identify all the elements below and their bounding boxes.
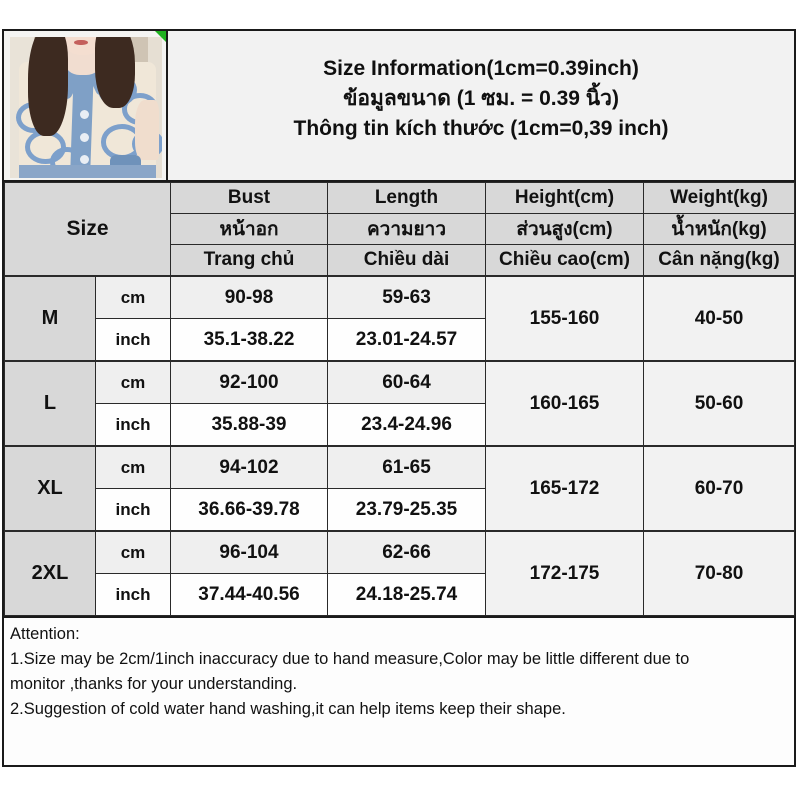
- green-corner-marker: [155, 31, 166, 42]
- header-weight-vi: Cân nặng(kg): [643, 244, 795, 277]
- row-bust-cm: 90-98: [170, 275, 328, 319]
- row-size-label: XL: [4, 445, 96, 532]
- table-row: inch 37.44-40.56 24.18-25.74: [5, 573, 795, 616]
- row-length-cm: 60-64: [327, 360, 486, 404]
- size-chart-card: Size Information(1cm=0.39inch) ข้อมูลขนา…: [2, 29, 796, 767]
- row-length-cm: 61-65: [327, 445, 486, 489]
- row-size-label: M: [4, 275, 96, 362]
- header-length-en: Length: [327, 182, 486, 214]
- header-bust-en: Bust: [170, 182, 328, 214]
- note-heading: Attention:: [10, 625, 80, 643]
- row-bust-cm: 92-100: [170, 360, 328, 404]
- table-header-row-th: หน้าอก ความยาว ส่วนสูง(cm) น้ำหนัก(kg): [5, 213, 795, 245]
- table-row: XL cm 94-102 61-65 165-172 60-70: [4, 445, 795, 532]
- row-bust-inch: 36.66-39.78: [170, 488, 328, 532]
- row-unit-cm: cm: [95, 445, 171, 489]
- row-length-cm: 62-66: [327, 530, 486, 574]
- row-length-inch: 23.79-25.35: [327, 488, 486, 532]
- size-table: Size Bust Length Height(cm) Weight(kg) ห…: [4, 182, 795, 616]
- table-row: L cm 92-100 60-64 160-165 50-60: [4, 360, 795, 447]
- table-header-row-en: Size Bust Length Height(cm) Weight(kg): [4, 182, 795, 277]
- table-row: M cm 90-98 59-63 155-160 40-50: [4, 275, 795, 362]
- row-unit-inch: inch: [95, 403, 171, 447]
- row-length-inch: 24.18-25.74: [327, 573, 486, 616]
- header-weight-th: น้ำหนัก(kg): [643, 213, 795, 245]
- row-bust-cm: 94-102: [170, 445, 328, 489]
- row-length-inch: 23.4-24.96: [327, 403, 486, 447]
- row-unit-cm: cm: [95, 275, 171, 319]
- row-weight: 70-80: [643, 530, 795, 616]
- table-row: 2XL cm 96-104 62-66 172-175 70-80: [4, 530, 795, 616]
- title-block: Size Information(1cm=0.39inch) ข้อมูลขนา…: [168, 31, 794, 180]
- table-row: inch 36.66-39.78 23.79-25.35: [5, 488, 795, 532]
- table-row: inch 35.1-38.22 23.01-24.57: [5, 318, 795, 362]
- row-bust-inch: 35.88-39: [170, 403, 328, 447]
- header-band: Size Information(1cm=0.39inch) ข้อมูลขนา…: [4, 31, 794, 182]
- row-length-inch: 23.01-24.57: [327, 318, 486, 362]
- row-bust-inch: 35.1-38.22: [170, 318, 328, 362]
- header-bust-vi: Trang chủ: [170, 244, 328, 277]
- note-line-1: 1.Size may be 2cm/1inch inaccuracy due t…: [10, 650, 690, 668]
- row-weight: 40-50: [643, 275, 795, 362]
- header-weight-en: Weight(kg): [643, 182, 795, 214]
- note-line-3: 2.Suggestion of cold water hand washing,…: [10, 700, 566, 718]
- title-thai: ข้อมูลขนาด (1 ซม. = 0.39 นิ้ว): [343, 86, 619, 110]
- row-bust-inch: 37.44-40.56: [170, 573, 328, 616]
- header-length-vi: Chiều dài: [327, 244, 486, 277]
- row-size-label: L: [4, 360, 96, 447]
- product-image-cell[interactable]: [4, 31, 168, 180]
- table-header-row-vi: Trang chủ Chiều dài Chiều cao(cm) Cân nặ…: [5, 244, 795, 277]
- row-unit-cm: cm: [95, 360, 171, 404]
- row-unit-inch: inch: [95, 488, 171, 532]
- header-bust-th: หน้าอก: [170, 213, 328, 245]
- row-unit-inch: inch: [95, 318, 171, 362]
- header-height-th: ส่วนสูง(cm): [485, 213, 644, 245]
- row-height: 172-175: [485, 530, 644, 616]
- title-vietnamese: Thông tin kích thước (1cm=0,39 inch): [293, 116, 669, 140]
- row-height: 155-160: [485, 275, 644, 362]
- title-english: Size Information(1cm=0.39inch): [323, 56, 639, 80]
- row-weight: 50-60: [643, 360, 795, 447]
- table-row: inch 35.88-39 23.4-24.96: [5, 403, 795, 447]
- header-height-en: Height(cm): [485, 182, 644, 214]
- row-bust-cm: 96-104: [170, 530, 328, 574]
- row-unit-inch: inch: [95, 573, 171, 616]
- header-size: Size: [4, 182, 171, 277]
- row-length-cm: 59-63: [327, 275, 486, 319]
- attention-note: Attention: 1.Size may be 2cm/1inch inacc…: [4, 616, 794, 765]
- row-height: 165-172: [485, 445, 644, 532]
- product-photo: [10, 37, 162, 178]
- header-height-vi: Chiều cao(cm): [485, 244, 644, 277]
- row-weight: 60-70: [643, 445, 795, 532]
- header-length-th: ความยาว: [327, 213, 486, 245]
- row-size-label: 2XL: [4, 530, 96, 616]
- note-line-2: monitor ,thanks for your understanding.: [10, 675, 298, 693]
- row-unit-cm: cm: [95, 530, 171, 574]
- row-height: 160-165: [485, 360, 644, 447]
